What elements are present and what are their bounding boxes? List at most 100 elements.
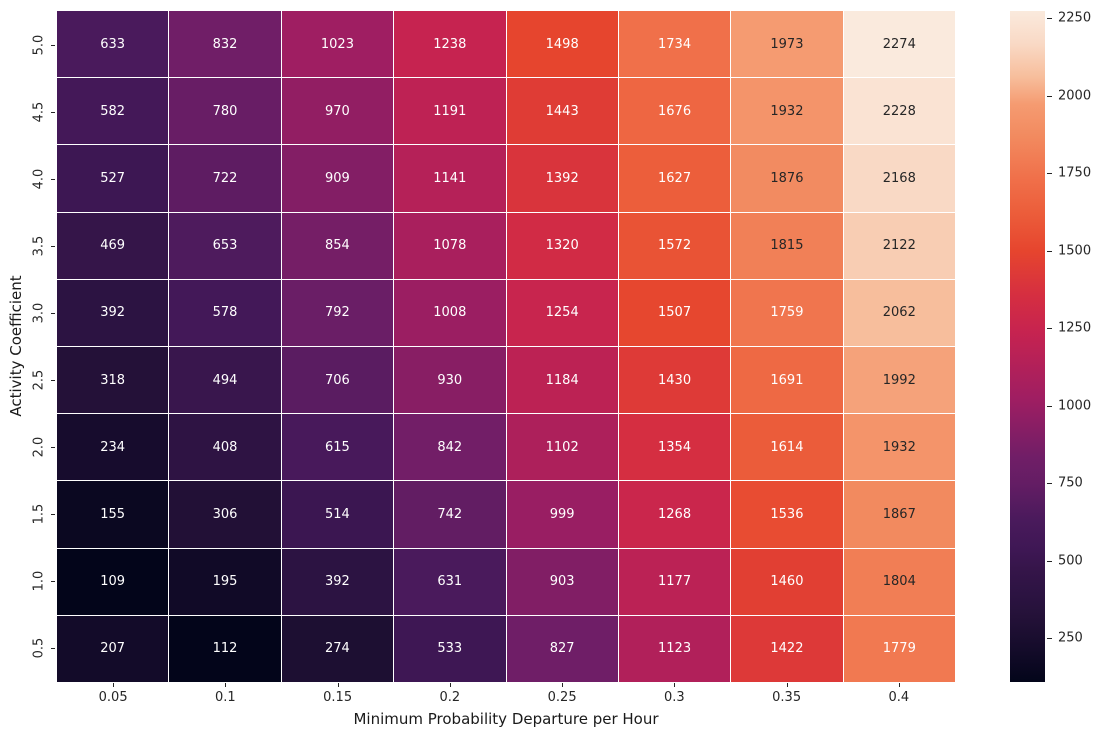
colorbar-tick-mark [1047,173,1052,175]
heatmap-cell: 1443 [506,78,618,145]
y-tick-mark [51,44,55,46]
y-tick-mark [51,648,55,650]
heatmap-cell: 1932 [843,414,955,481]
heatmap-cell: 1734 [618,11,731,78]
x-tick-mark [562,683,564,687]
heatmap-cell: 1804 [843,548,955,615]
y-tick-label: 4.0 [31,168,47,190]
heatmap-cell: 1354 [618,414,731,481]
y-tick-label: 4.5 [31,101,47,122]
heatmap-cell: 1815 [731,212,843,279]
heatmap-cell: 1460 [731,548,843,615]
heatmap-cell: 155 [57,481,169,548]
heatmap-cell: 970 [281,78,394,145]
y-tick-mark [51,380,55,382]
heatmap-cell: 909 [281,145,394,212]
heatmap-cell: 1876 [731,145,843,212]
y-tick-label: 3.0 [31,302,47,324]
y-tick-label: 2.5 [31,369,47,391]
colorbar-gradient [1010,11,1045,682]
heatmap-cell: 653 [169,212,281,279]
x-tick-mark [674,683,676,687]
y-tick-mark [51,581,55,583]
colorbar-tick-label: 250 [1058,630,1083,646]
colorbar-tick-label: 500 [1058,553,1083,569]
heatmap-cell: 1691 [731,346,843,414]
heatmap-cell: 1254 [506,279,618,346]
y-tick-label: 0.5 [31,638,47,659]
colorbar-tick-mark [1047,328,1052,330]
heatmap-cell: 903 [506,548,618,615]
y-axis-label: Activity Coefficient [7,275,25,417]
heatmap-cell: 527 [57,145,169,212]
heatmap-cell: 1320 [506,212,618,279]
colorbar-tick-label: 750 [1058,475,1083,491]
x-tick-mark [898,683,900,687]
heatmap-cell: 195 [169,548,281,615]
heatmap-cell: 578 [169,279,281,346]
x-tick-label: 0.35 [772,690,802,705]
heatmap-cell: 1238 [394,11,506,78]
heatmap-cell: 999 [506,481,618,548]
x-tick-label: 0.25 [547,690,577,705]
heatmap-cell: 1676 [618,78,731,145]
heatmap-cell: 1268 [618,481,731,548]
heatmap-cell: 631 [394,548,506,615]
x-tick-mark [113,683,115,687]
heatmap-cell: 1614 [731,414,843,481]
heatmap-cell: 306 [169,481,281,548]
heatmap-cell: 1023 [281,11,394,78]
heatmap-cell: 1932 [731,78,843,145]
colorbar-tick-mark [1047,483,1052,485]
heatmap-cell: 2062 [843,279,955,346]
x-tick-label: 0.4 [888,690,910,705]
heatmap-cell: 469 [57,212,169,279]
heatmap-cell: 392 [281,548,394,615]
heatmap-cell: 706 [281,346,394,414]
heatmap-cell: 827 [506,615,618,682]
colorbar-tick-label: 1250 [1058,320,1092,336]
y-tick-label: 3.5 [31,235,47,257]
x-tick-mark [225,683,227,687]
colorbar-tick-mark [1047,18,1052,20]
colorbar-tick-mark [1047,405,1052,407]
x-tick-label: 0.3 [664,690,685,705]
heatmap-cell: 742 [394,481,506,548]
heatmap-cell: 533 [394,615,506,682]
colorbar-tick-label: 2250 [1058,10,1092,26]
heatmap-cell: 408 [169,414,281,481]
x-tick-label: 0.1 [215,690,236,705]
y-tick-label: 1.0 [31,571,47,592]
heatmap-cell: 930 [394,346,506,414]
y-tick-label: 1.5 [31,503,47,525]
heatmap-cell: 274 [281,615,394,682]
y-tick-label: 5.0 [31,34,47,55]
heatmap-cell: 1992 [843,346,955,414]
heatmap-cell: 2228 [843,78,955,145]
colorbar-tick-label: 1750 [1058,165,1092,181]
heatmap-cell: 494 [169,346,281,414]
heatmap-cell: 1759 [731,279,843,346]
heatmap-cell: 792 [281,279,394,346]
heatmap-cell: 1507 [618,279,731,346]
heatmap-cell: 854 [281,212,394,279]
heatmap-cell: 780 [169,78,281,145]
heatmap-cell: 2168 [843,145,955,212]
heatmap-cell: 392 [57,279,169,346]
heatmap-cell: 1392 [506,145,618,212]
colorbar-tick-label: 1000 [1058,398,1092,414]
heatmap-cell: 234 [57,414,169,481]
heatmap-cell: 832 [169,11,281,78]
colorbar-tick-mark [1047,95,1052,97]
heatmap-cell: 2274 [843,11,955,78]
colorbar-tick-mark [1047,638,1052,640]
heatmap-cell: 722 [169,145,281,212]
y-tick-mark [51,245,55,247]
x-tick-mark [449,683,451,687]
heatmap-cell: 1184 [506,346,618,414]
heatmap-cell: 1191 [394,78,506,145]
heatmap-cell: 514 [281,481,394,548]
heatmap-cell: 318 [57,346,169,414]
heatmap-grid: 633 832 1023 1238 1498 1734 1973 2274 582 780 970 1… [57,11,955,682]
